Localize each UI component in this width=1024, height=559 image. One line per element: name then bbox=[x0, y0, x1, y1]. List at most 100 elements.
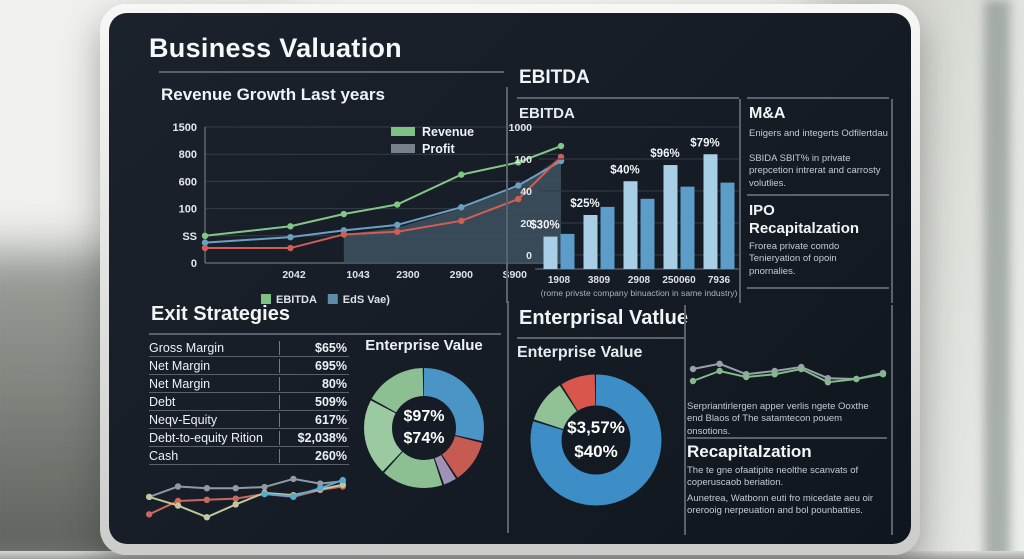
svg-text:Revenue: Revenue bbox=[422, 125, 474, 139]
table-row: Gross Margin $65% bbox=[149, 339, 349, 357]
enterprise-value-donut-center-2: $3,57% $40% bbox=[521, 365, 671, 515]
table-row-value: $65% bbox=[279, 340, 349, 355]
exit-table: Gross Margin $65% Net Margin 695% Net Margin… bbox=[149, 339, 349, 465]
svg-text:7936: 7936 bbox=[708, 275, 731, 286]
svg-text:$96%: $96% bbox=[650, 148, 679, 160]
enterprise-value-donut-title: Enterprise Value bbox=[365, 337, 483, 354]
table-row-value: 509% bbox=[279, 394, 349, 409]
table-row-label: Neqv-Equity bbox=[149, 412, 218, 427]
svg-text:1908: 1908 bbox=[548, 275, 571, 286]
ebitda-bar-chart: 1000 100 40 20 0 $30% 1908 $25% 3809 $40% 2908 $96%… bbox=[509, 122, 739, 298]
ma-panel-body: SBIDA SBIT% in private prepcetion intrer… bbox=[749, 153, 881, 189]
svg-text:EBITDA: EBITDA bbox=[276, 294, 317, 306]
table-row-value: 617% bbox=[279, 412, 349, 427]
svg-text:SS: SS bbox=[182, 231, 197, 243]
vertical-divider bbox=[891, 99, 893, 303]
revenue-chart-heading: Revenue Growth Last years bbox=[161, 85, 385, 104]
svg-text:2300: 2300 bbox=[396, 269, 420, 281]
recap-paragraph: The te gne ofaatipite neolthe scanvats o… bbox=[687, 465, 859, 489]
svg-text:1000: 1000 bbox=[509, 122, 533, 134]
vertical-divider bbox=[684, 305, 686, 535]
donut-center-value: $3,57% bbox=[567, 418, 625, 438]
table-row: Debt-to-equity Rition $2,038% bbox=[149, 429, 349, 447]
svg-text:20: 20 bbox=[520, 218, 532, 230]
recap-panel-title: Recapitalzation bbox=[687, 442, 812, 461]
ebitda-section-heading: EBITDA bbox=[519, 67, 590, 88]
svg-text:0: 0 bbox=[191, 258, 197, 270]
svg-text:(rome privste company binuacti: (rome privste company binuaction in same… bbox=[541, 288, 738, 298]
svg-text:1500: 1500 bbox=[173, 122, 197, 134]
page-title: Business Valuation bbox=[149, 33, 402, 63]
svg-text:3809: 3809 bbox=[588, 275, 611, 286]
recap-intro-text: Serpriantirlergen apper verlis ngete Oox… bbox=[687, 401, 869, 437]
table-row: Debt 509% bbox=[149, 393, 349, 411]
svg-text:$79%: $79% bbox=[690, 137, 719, 149]
svg-text:250060: 250060 bbox=[662, 275, 696, 286]
panel-divider bbox=[747, 194, 889, 196]
revenue-growth-line-chart: 1500 800 600 100 SS 0 2042 1043 2300 2900 S900 Reve… bbox=[173, 122, 565, 306]
recap-sparkline-chart bbox=[689, 360, 887, 386]
svg-text:S900: S900 bbox=[502, 269, 527, 281]
exit-strategies-divider bbox=[149, 333, 501, 335]
table-row: Net Margin 80% bbox=[149, 375, 349, 393]
monitor-bezel: Business Valuation Revenue Growth Last y… bbox=[100, 4, 920, 555]
svg-text:40: 40 bbox=[520, 186, 532, 198]
donut-center-value: $97% bbox=[403, 408, 445, 426]
exit-trend-sparkline-chart bbox=[145, 475, 347, 521]
svg-text:2042: 2042 bbox=[282, 269, 306, 281]
table-row-label: Debt-to-equity Rition bbox=[149, 430, 263, 445]
vertical-divider bbox=[891, 305, 893, 535]
panel-divider bbox=[687, 437, 887, 439]
recap-paragraph: Aunetrea, Watbonn euti fro micedate aeu … bbox=[687, 493, 874, 517]
window-frame bbox=[984, 0, 1010, 559]
svg-text:800: 800 bbox=[179, 149, 197, 161]
donut-center-value: $40% bbox=[574, 442, 618, 461]
table-row-value: 260% bbox=[279, 448, 349, 463]
svg-text:2900: 2900 bbox=[450, 269, 474, 281]
vertical-divider bbox=[507, 301, 509, 533]
enterprise-value-donut-center: $97% $74% bbox=[355, 359, 493, 497]
ebitda-divider bbox=[517, 97, 739, 99]
svg-text:0: 0 bbox=[526, 250, 532, 262]
table-row: Neqv-Equity 617% bbox=[149, 411, 349, 429]
panel-divider bbox=[747, 97, 889, 99]
ipo-panel-body: Frorea private comdo Tenieryation of opo… bbox=[749, 241, 840, 277]
enterprisal-value-heading: Enterprisal Vatlue bbox=[519, 307, 688, 329]
table-row: Net Margin 695% bbox=[149, 357, 349, 375]
svg-text:2908: 2908 bbox=[628, 275, 651, 286]
enterprisal-value-divider bbox=[517, 337, 685, 339]
vertical-divider bbox=[506, 87, 508, 303]
table-row-label: Debt bbox=[149, 394, 176, 409]
table-row-value: $2,038% bbox=[279, 430, 349, 445]
donut-center-value: $74% bbox=[403, 430, 445, 447]
svg-text:EdS Vae): EdS Vae) bbox=[343, 294, 390, 306]
ebitda-chart-subheading: EBITDA bbox=[519, 105, 575, 122]
svg-text:100: 100 bbox=[514, 154, 532, 166]
dashboard-screen: Business Valuation Revenue Growth Last y… bbox=[109, 13, 911, 544]
ma-panel-subtitle: Enigers and integerts Odfilertdau bbox=[749, 128, 888, 139]
table-row: Cash 260% bbox=[149, 447, 349, 465]
ipo-panel-title: IPO Recapitalzation bbox=[749, 202, 860, 237]
table-row-label: Net Margin bbox=[149, 376, 211, 391]
svg-text:$30%: $30% bbox=[530, 220, 559, 232]
svg-text:$25%: $25% bbox=[570, 198, 599, 210]
ma-panel-title: M&A bbox=[749, 105, 786, 122]
table-row-label: Net Margin bbox=[149, 358, 211, 373]
svg-text:1043: 1043 bbox=[346, 269, 370, 281]
enterprise-value-subheading: Enterprise Value bbox=[517, 344, 643, 361]
panel-divider bbox=[747, 287, 889, 289]
table-row-value: 695% bbox=[279, 358, 349, 373]
enterprise-value-donut-chart-2 bbox=[530, 374, 662, 506]
exit-strategies-heading: Exit Strategies bbox=[151, 303, 290, 325]
table-row-label: Cash bbox=[149, 448, 179, 463]
table-row-label: Gross Margin bbox=[149, 340, 225, 355]
title-divider bbox=[159, 71, 504, 73]
svg-text:$40%: $40% bbox=[610, 164, 639, 176]
enterprise-value-donut-chart bbox=[364, 368, 484, 488]
svg-text:100: 100 bbox=[179, 204, 197, 216]
svg-text:600: 600 bbox=[179, 176, 197, 188]
svg-text:Profit: Profit bbox=[422, 142, 455, 156]
desk-edge bbox=[0, 551, 1024, 559]
table-row-value: 80% bbox=[279, 376, 349, 391]
vertical-divider bbox=[739, 99, 741, 303]
